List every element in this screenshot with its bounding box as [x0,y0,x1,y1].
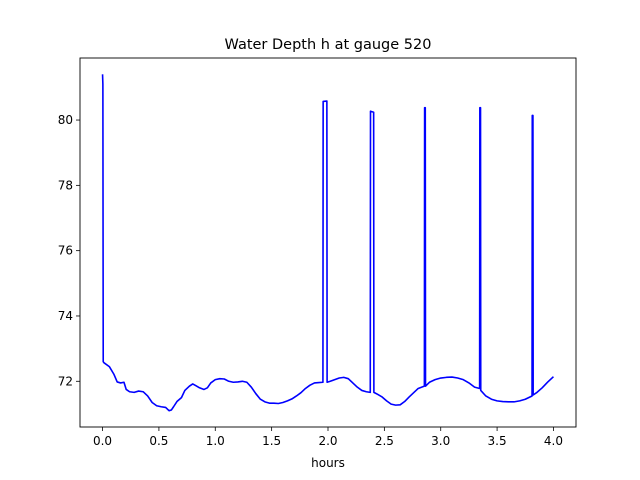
y-tick-label: 76 [58,244,73,258]
x-tick-label: 3.0 [431,434,450,448]
y-tick-label: 74 [58,309,73,323]
x-tick-label: 1.0 [206,434,225,448]
x-axis-ticks: 0.0 0.5 1.0 1.5 2.0 2.5 3.0 3.5 4.0 [93,427,563,448]
y-tick-label: 78 [58,178,73,192]
series-line-1 [101,74,554,412]
y-tick-label: 80 [58,113,73,127]
x-tick-label: 2.0 [318,434,337,448]
y-tick-label: 72 [58,374,73,388]
x-tick-label: 4.0 [544,434,563,448]
series-layer [101,74,554,412]
x-tick-label: 0.5 [149,434,168,448]
x-tick-label: 2.5 [375,434,394,448]
x-tick-label: 1.5 [262,434,281,448]
x-axis-label: hours [311,456,345,470]
chart-title: Water Depth h at gauge 520 [225,37,432,53]
x-tick-label: 0.0 [93,434,112,448]
x-tick-label: 3.5 [488,434,507,448]
y-axis-ticks: 72 74 76 78 80 [58,113,80,388]
